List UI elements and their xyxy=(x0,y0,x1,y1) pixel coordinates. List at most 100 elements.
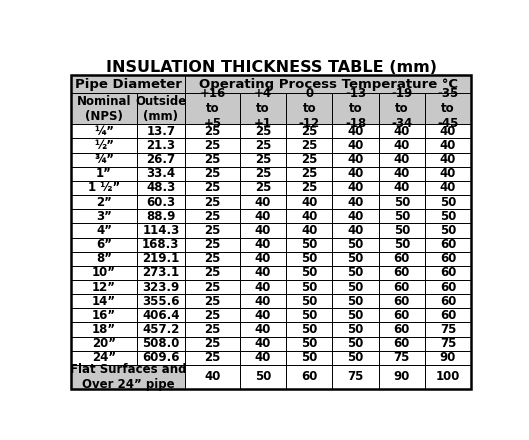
Text: 40: 40 xyxy=(348,139,364,152)
Text: 60: 60 xyxy=(440,238,456,251)
Bar xyxy=(425,308,471,323)
Text: 50: 50 xyxy=(301,252,317,265)
Text: 25: 25 xyxy=(204,125,221,138)
Bar xyxy=(332,224,379,238)
Text: 40: 40 xyxy=(255,210,271,223)
Text: 50: 50 xyxy=(255,370,271,383)
Text: 25: 25 xyxy=(204,153,221,166)
Bar xyxy=(240,351,286,365)
Bar xyxy=(240,294,286,308)
Bar xyxy=(71,167,137,181)
Bar xyxy=(137,93,185,125)
Text: 40: 40 xyxy=(440,139,456,152)
Text: 75: 75 xyxy=(394,351,410,364)
Bar xyxy=(379,266,425,280)
Bar xyxy=(185,75,471,93)
Text: 48.3: 48.3 xyxy=(146,181,176,194)
Text: ¾”: ¾” xyxy=(94,153,114,166)
Text: 50: 50 xyxy=(301,337,317,350)
Bar xyxy=(332,209,379,224)
Text: 25: 25 xyxy=(204,252,221,265)
Text: 40: 40 xyxy=(348,153,364,166)
Bar xyxy=(185,209,240,224)
Bar xyxy=(286,308,332,323)
Text: ½”: ½” xyxy=(94,139,114,152)
Bar xyxy=(185,323,240,337)
Text: 25: 25 xyxy=(204,238,221,251)
Bar xyxy=(185,238,240,252)
Text: 40: 40 xyxy=(440,167,456,180)
Bar xyxy=(286,337,332,351)
Text: 25: 25 xyxy=(204,196,221,209)
Bar xyxy=(240,238,286,252)
Text: 25: 25 xyxy=(301,153,317,166)
Text: 50: 50 xyxy=(301,295,317,308)
Text: Nominal
(NPS): Nominal (NPS) xyxy=(77,95,131,123)
Text: 25: 25 xyxy=(255,153,271,166)
Text: 40: 40 xyxy=(348,167,364,180)
Text: 25: 25 xyxy=(204,210,221,223)
Bar xyxy=(332,280,379,294)
Text: 40: 40 xyxy=(255,224,271,237)
Bar xyxy=(137,125,185,139)
Bar xyxy=(286,209,332,224)
Bar xyxy=(425,323,471,337)
Bar xyxy=(379,351,425,365)
Bar xyxy=(332,167,379,181)
Bar xyxy=(379,224,425,238)
Bar xyxy=(425,337,471,351)
Text: 50: 50 xyxy=(301,309,317,322)
Text: 26.7: 26.7 xyxy=(147,153,176,166)
Text: 50: 50 xyxy=(394,224,410,237)
Text: 50: 50 xyxy=(348,323,364,336)
Bar xyxy=(185,280,240,294)
Text: 24”: 24” xyxy=(92,351,116,364)
Bar xyxy=(185,153,240,167)
Text: 60: 60 xyxy=(394,252,410,265)
Text: 40: 40 xyxy=(394,139,410,152)
Text: 40: 40 xyxy=(348,224,364,237)
Text: 60: 60 xyxy=(394,266,410,279)
Bar xyxy=(137,308,185,323)
Bar xyxy=(137,224,185,238)
Text: 50: 50 xyxy=(394,238,410,251)
Bar xyxy=(185,365,240,389)
Bar xyxy=(137,266,185,280)
Text: 40: 40 xyxy=(255,281,271,293)
Text: 90: 90 xyxy=(394,370,410,383)
Text: ¼”: ¼” xyxy=(94,125,114,138)
Text: 323.9: 323.9 xyxy=(142,281,179,293)
Bar xyxy=(379,308,425,323)
Text: 6”: 6” xyxy=(96,238,112,251)
Text: 60: 60 xyxy=(440,252,456,265)
Bar xyxy=(332,139,379,153)
Bar xyxy=(240,308,286,323)
Bar xyxy=(425,209,471,224)
Bar xyxy=(240,365,286,389)
Text: 40: 40 xyxy=(440,153,456,166)
Text: 508.0: 508.0 xyxy=(142,337,179,350)
Bar xyxy=(71,195,137,209)
Text: 273.1: 273.1 xyxy=(142,266,179,279)
Bar xyxy=(137,209,185,224)
Bar xyxy=(425,139,471,153)
Bar xyxy=(286,93,332,125)
Text: 25: 25 xyxy=(204,309,221,322)
Bar xyxy=(379,209,425,224)
Bar xyxy=(425,266,471,280)
Bar xyxy=(71,75,185,93)
Text: 25: 25 xyxy=(301,139,317,152)
Bar xyxy=(379,93,425,125)
Bar xyxy=(379,153,425,167)
Text: 25: 25 xyxy=(204,323,221,336)
Bar xyxy=(425,238,471,252)
Text: 40: 40 xyxy=(255,238,271,251)
Bar xyxy=(286,153,332,167)
Text: 25: 25 xyxy=(204,181,221,194)
Bar xyxy=(185,337,240,351)
Bar xyxy=(332,308,379,323)
Text: 25: 25 xyxy=(204,167,221,180)
Bar xyxy=(286,280,332,294)
Text: 50: 50 xyxy=(394,210,410,223)
Bar xyxy=(286,323,332,337)
